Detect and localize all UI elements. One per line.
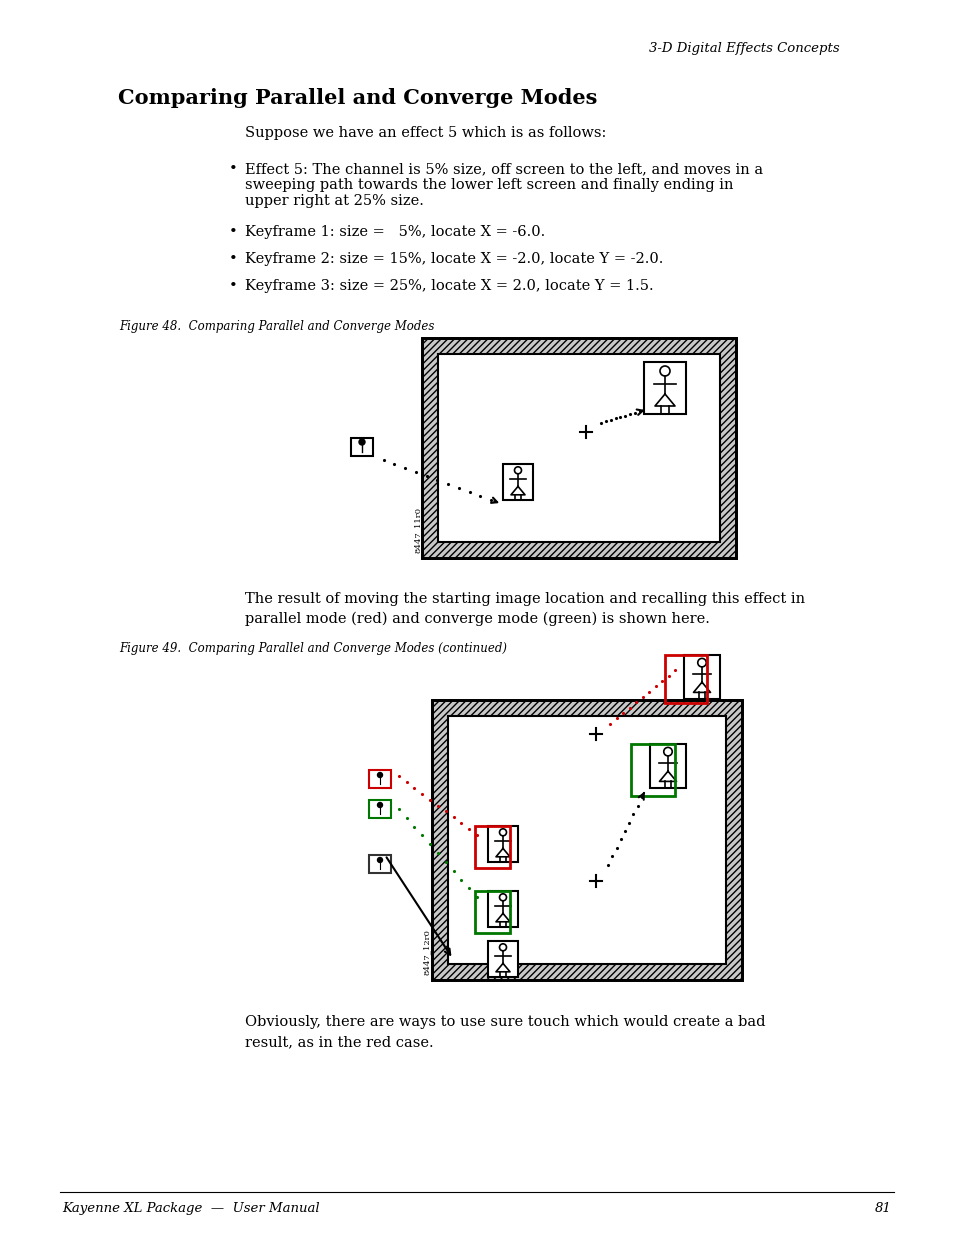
Text: Figure 49.  Comparing Parallel and Converge Modes (continued): Figure 49. Comparing Parallel and Conver… bbox=[119, 642, 506, 655]
Bar bbox=[421, 338, 735, 558]
Bar bbox=[432, 700, 741, 981]
Text: Keyframe 3: size = 25%, locate X = 2.0, locate Y = 1.5.: Keyframe 3: size = 25%, locate X = 2.0, … bbox=[245, 279, 653, 293]
Bar bbox=[437, 354, 720, 542]
Circle shape bbox=[377, 857, 382, 862]
Text: 8447_12r0: 8447_12r0 bbox=[422, 929, 431, 974]
Text: 8447_11r0: 8447_11r0 bbox=[414, 508, 421, 553]
Bar bbox=[488, 826, 517, 862]
Bar bbox=[488, 941, 517, 977]
Text: 3-D Digital Effects Concepts: 3-D Digital Effects Concepts bbox=[649, 42, 840, 56]
Bar bbox=[475, 890, 510, 932]
Bar bbox=[649, 743, 685, 788]
Bar bbox=[369, 800, 391, 818]
Text: Keyframe 1: size =   5%, locate X = -6.0.: Keyframe 1: size = 5%, locate X = -6.0. bbox=[245, 225, 545, 240]
Circle shape bbox=[358, 438, 365, 445]
Text: •: • bbox=[229, 252, 237, 266]
Bar bbox=[503, 464, 532, 500]
Text: •: • bbox=[229, 162, 237, 177]
Bar bbox=[664, 655, 706, 703]
Text: •: • bbox=[229, 225, 237, 240]
Bar bbox=[432, 700, 741, 981]
Bar bbox=[488, 890, 517, 927]
Text: Suppose we have an effect 5 which is as follows:: Suppose we have an effect 5 which is as … bbox=[245, 126, 606, 140]
Bar bbox=[683, 655, 720, 699]
Bar bbox=[643, 362, 685, 414]
Text: Obviously, there are ways to use sure touch which would create a bad: Obviously, there are ways to use sure to… bbox=[245, 1015, 764, 1029]
Text: •: • bbox=[229, 279, 237, 293]
Bar bbox=[421, 338, 735, 558]
Text: result, as in the red case.: result, as in the red case. bbox=[245, 1035, 434, 1049]
Text: Comparing Parallel and Converge Modes: Comparing Parallel and Converge Modes bbox=[118, 88, 597, 107]
Bar bbox=[475, 826, 510, 868]
Bar bbox=[369, 855, 391, 873]
Bar bbox=[630, 743, 675, 797]
Bar bbox=[421, 338, 735, 558]
Text: 81: 81 bbox=[874, 1202, 891, 1215]
Text: Kayenne XL Package  —  User Manual: Kayenne XL Package — User Manual bbox=[62, 1202, 319, 1215]
Circle shape bbox=[377, 803, 382, 808]
Bar bbox=[448, 716, 725, 965]
Text: Keyframe 2: size = 15%, locate X = -2.0, locate Y = -2.0.: Keyframe 2: size = 15%, locate X = -2.0,… bbox=[245, 252, 662, 266]
Bar bbox=[369, 769, 391, 788]
Circle shape bbox=[377, 773, 382, 778]
Text: Figure 48.  Comparing Parallel and Converge Modes: Figure 48. Comparing Parallel and Conver… bbox=[119, 320, 434, 333]
Bar bbox=[432, 700, 741, 981]
Text: parallel mode (red) and converge mode (green) is shown here.: parallel mode (red) and converge mode (g… bbox=[245, 613, 709, 626]
Text: The result of moving the starting image location and recalling this effect in: The result of moving the starting image … bbox=[245, 592, 804, 606]
Text: Effect 5: The channel is 5% size, off screen to the left, and moves in a
sweepin: Effect 5: The channel is 5% size, off sc… bbox=[245, 162, 762, 209]
Bar bbox=[351, 438, 373, 456]
